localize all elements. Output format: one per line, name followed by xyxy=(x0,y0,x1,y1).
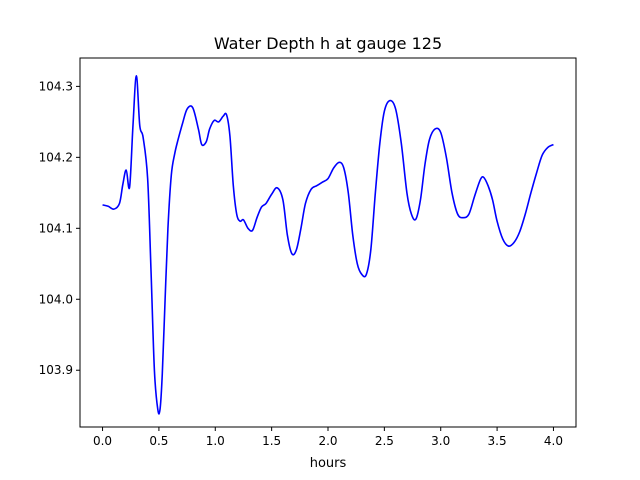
series-line-0 xyxy=(102,74,554,415)
y-tick-label: 104.3 xyxy=(39,79,73,93)
y-tick-label: 104.1 xyxy=(39,221,73,235)
x-tick-label: 0.0 xyxy=(93,434,112,448)
x-tick-label: 2.0 xyxy=(318,434,337,448)
x-tick-label: 3.5 xyxy=(488,434,507,448)
plot-area: 0.0 0.5 1.0 1.5 2.0 2.5 3.0 3.5 4.0 103.9 104.0 104… xyxy=(39,57,577,448)
x-tick-label: 1.0 xyxy=(206,434,225,448)
x-tick-label: 3.0 xyxy=(431,434,450,448)
chart-title: Water Depth h at gauge 125 xyxy=(214,34,442,53)
x-tick-label: 0.5 xyxy=(149,434,168,448)
y-tick-label: 104.2 xyxy=(39,150,73,164)
x-axis-label: hours xyxy=(310,456,347,471)
x-tick-label: 4.0 xyxy=(544,434,563,448)
y-tick-label: 104.0 xyxy=(39,292,73,306)
x-tick-label: 1.5 xyxy=(262,434,281,448)
x-tick-label: 2.5 xyxy=(375,434,394,448)
y-tick-label: 103.9 xyxy=(39,363,73,377)
